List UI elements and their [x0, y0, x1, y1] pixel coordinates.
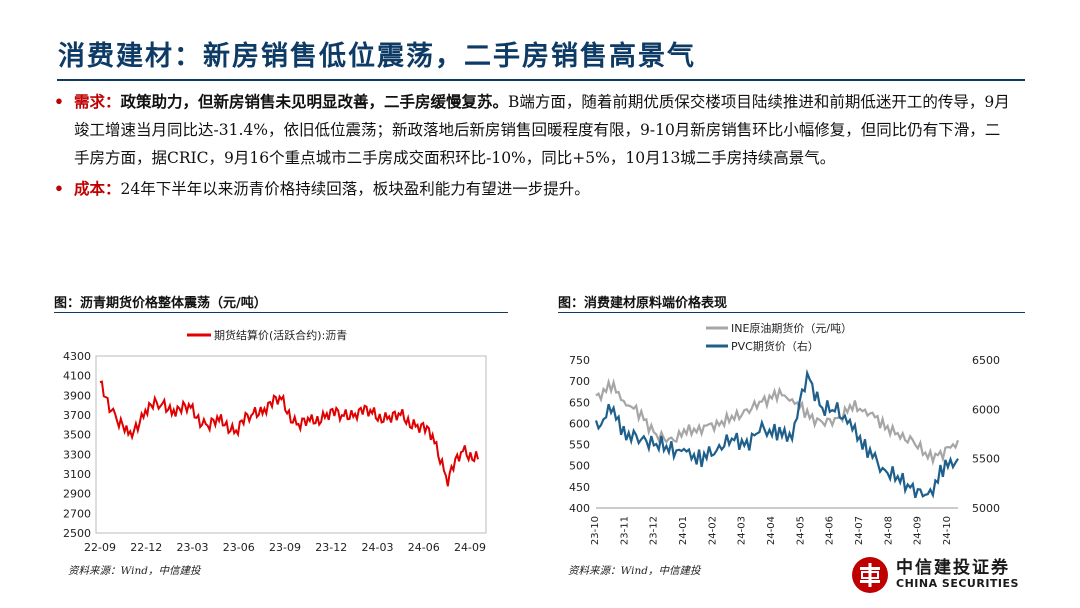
- chart2-source: 资料来源：Wind，中信建投: [568, 565, 701, 577]
- chart2-y-tick-label: 550: [569, 439, 590, 452]
- chart2-y-tick-label: 400: [569, 502, 590, 515]
- chart1-x-tick-label: 24-09: [454, 541, 486, 554]
- chart1-plot-frame: [95, 355, 487, 534]
- chart1-x-tick-label: 23-12: [315, 541, 347, 554]
- chart2-x-tick-label: 23-11: [619, 516, 630, 545]
- logo-text-en: CHINA SECURITIES: [896, 577, 1019, 590]
- chart2-title-rule: [558, 312, 1025, 313]
- chart1-y-tick-label: 2500: [63, 527, 91, 540]
- chart2-y2-tick-label: 6500: [972, 354, 1000, 367]
- chart1-series-line: [99, 380, 479, 487]
- chart2-x-tick-label: 24-05: [795, 516, 806, 545]
- chart2-series-line-0: [595, 377, 960, 467]
- chart1-y-tick-label: 4100: [63, 370, 91, 383]
- chart2-y-tick-label: 500: [569, 460, 590, 473]
- chart2-x-tick-label: 24-01: [678, 516, 689, 545]
- chart2-x-tick-label: 24-10: [942, 516, 953, 545]
- bullet-dot-icon: •: [54, 179, 64, 198]
- bullet-label: 需求：: [74, 92, 121, 111]
- chart1-y-tick-label: 4300: [63, 350, 91, 363]
- bullet-bold-text: 政策助力，但新房销售未见明显改善，二手房缓慢复苏。: [120, 92, 509, 111]
- logo-text-cn: 中信建投证券: [896, 558, 1010, 578]
- chart2-y-tick-label: 650: [569, 396, 590, 409]
- page-title: 消费建材：新房销售低位震荡，二手房销售高景气: [58, 41, 696, 72]
- bullet-text: 24年下半年以来沥青价格持续回落，板块盈利能力有望进一步提升。: [120, 180, 590, 198]
- chart2-series-line-1: [594, 368, 959, 499]
- chart1-x-tick-label: 24-03: [362, 541, 394, 554]
- bullet-dot-icon: •: [54, 92, 64, 111]
- bullet-demand: • 需求：政策助力，但新房销售未见明显改善，二手房缓慢复苏。B端方面，随着前期优…: [54, 88, 1014, 172]
- chart2-x-tick-label: 24-07: [854, 516, 865, 545]
- raw-material-price-chart: 400 450 500 550 600 650 700 750 5000 5500 6000 6500…: [569, 321, 1000, 545]
- chart1-y-tick-label: 3900: [63, 389, 91, 402]
- asphalt-price-chart: 2500 2700 2900 3100 3300 3500 3700 3900 4100 4300…: [63, 328, 487, 554]
- chart2-y-tick-label: 700: [569, 375, 590, 388]
- chart2-y2-tick-label: 5500: [972, 453, 1000, 466]
- chart2-title: 图：消费建材原料端价格表现: [558, 296, 728, 311]
- bullet-list: • 需求：政策助力，但新房销售未见明显改善，二手房缓慢复苏。B端方面，随着前期优…: [54, 88, 1014, 203]
- chart2-x-tick-label: 24-04: [766, 516, 777, 545]
- chart1-y-tick-label: 3100: [63, 468, 91, 481]
- company-logo: 中信建投证券 CHINA SECURITIES: [850, 553, 1030, 599]
- chart1-y-tick-label: 3500: [63, 429, 91, 442]
- chart2-x-tick-label: 24-02: [707, 516, 718, 545]
- chart1-x-tick-label: 23-09: [269, 541, 301, 554]
- chart1-y-tick-label: 2900: [63, 488, 91, 501]
- chart2-x-tick-label: 24-08: [883, 516, 894, 545]
- chart2-x-tick-label: 23-12: [649, 516, 660, 545]
- chart1-source: 资料来源：Wind，中信建投: [68, 565, 201, 577]
- chart2-x-tick-label: 23-10: [590, 516, 601, 545]
- chart1-legend-label: 期货结算价(活跃合约):沥青: [214, 328, 347, 342]
- chart1-x-tick-label: 22-09: [84, 541, 116, 554]
- chart1-x-tick-label: 23-03: [177, 541, 209, 554]
- chart2-y-tick-label: 600: [569, 417, 590, 430]
- chart1-y-tick-label: 3300: [63, 448, 91, 461]
- bullet-label: 成本：: [74, 179, 121, 198]
- chart1-y-tick-label: 2700: [63, 507, 91, 520]
- chart1-title-rule: [54, 312, 508, 313]
- title-divider: [57, 79, 1025, 81]
- chart1-x-tick-label: 23-06: [223, 541, 255, 554]
- chart2-y-tick-label: 450: [569, 481, 590, 494]
- chart2-legend-label: INE原油期货价（元/吨）: [731, 321, 852, 335]
- chart2-x-tick-label: 24-03: [737, 516, 748, 545]
- chart2-legend-label: PVC期货价（右）: [731, 339, 819, 353]
- chart2-y-tick-label: 750: [569, 354, 590, 367]
- chart1-y-tick-label: 3700: [63, 409, 91, 422]
- chart2-y2-tick-label: 6000: [972, 403, 1000, 416]
- citic-logo-icon: [852, 557, 888, 593]
- chart2-x-tick-label: 24-06: [825, 516, 836, 545]
- chart2-y2-tick-label: 5000: [972, 502, 1000, 515]
- bullet-text: B端方面，随着前期优质保交楼项目陆续推进和前期低迷开工的传导，9月竣工增速当月同…: [74, 93, 1010, 167]
- chart1-title: 图：沥青期货价格整体震荡（元/吨）: [54, 296, 267, 311]
- bullet-cost: • 成本：24年下半年以来沥青价格持续回落，板块盈利能力有望进一步提升。: [54, 175, 1014, 203]
- chart1-x-tick-label: 24-06: [408, 541, 440, 554]
- chart2-x-tick-label: 24-09: [913, 516, 924, 545]
- chart1-x-tick-label: 22-12: [130, 541, 162, 554]
